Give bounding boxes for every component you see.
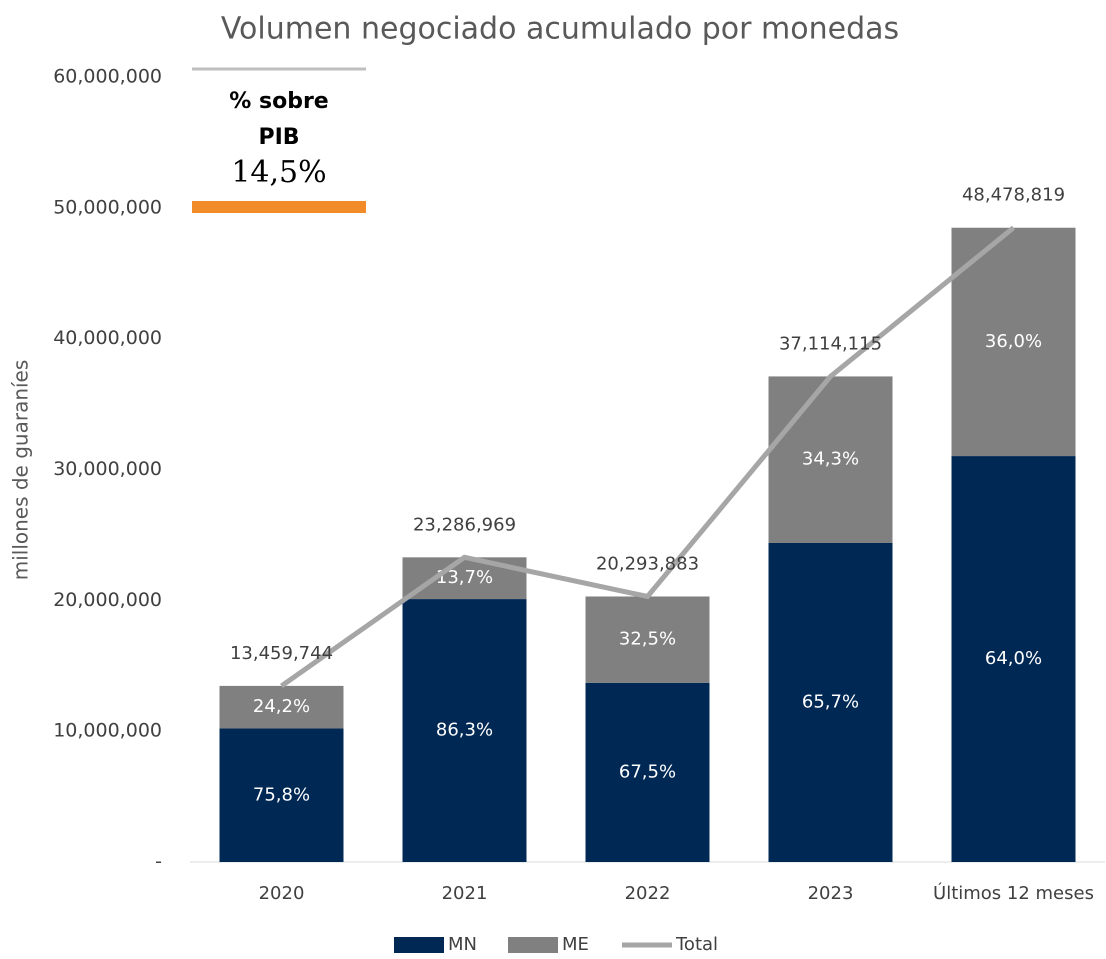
bar-segment — [219, 728, 344, 862]
legend-label: ME — [562, 934, 589, 955]
legend-label: Total — [675, 934, 718, 955]
segment-label: 34,3% — [802, 449, 859, 470]
annotation-bar — [192, 201, 366, 213]
y-tick-label: 50,000,000 — [53, 196, 162, 218]
annotation-value: 14,5% — [231, 155, 326, 190]
bar-segment — [768, 542, 893, 862]
bar-segment — [951, 456, 1076, 862]
bar-segment — [402, 599, 527, 862]
x-tick-label: 2021 — [442, 883, 488, 904]
segment-label: 24,2% — [253, 696, 310, 717]
y-tick-label: 60,000,000 — [53, 66, 162, 88]
segment-label: 32,5% — [619, 629, 676, 650]
bar-segment — [585, 596, 710, 683]
legend-swatch — [508, 937, 558, 953]
segment-label: 64,0% — [985, 648, 1042, 669]
total-label: 48,478,819 — [962, 185, 1065, 206]
segment-label: 86,3% — [436, 720, 493, 741]
bar-segment — [768, 376, 893, 543]
y-tick-label: - — [155, 851, 162, 873]
x-tick-label: 2022 — [625, 883, 671, 904]
segment-label: 36,0% — [985, 331, 1042, 352]
bar-segment — [951, 227, 1076, 457]
y-tick-label: 40,000,000 — [53, 327, 162, 349]
bar-segment — [585, 682, 710, 862]
total-label: 13,459,744 — [230, 643, 333, 664]
x-tick-label: Últimos 12 meses — [933, 882, 1094, 904]
total-label: 20,293,883 — [596, 553, 699, 574]
x-tick-label: 2020 — [259, 883, 305, 904]
x-tick-label: 2023 — [808, 883, 854, 904]
y-tick-label: 30,000,000 — [53, 458, 162, 480]
segment-label: 65,7% — [802, 691, 859, 712]
chart-title: Volumen negociado acumulado por monedas — [221, 12, 899, 47]
total-label: 23,286,969 — [413, 514, 516, 535]
y-tick-label: 20,000,000 — [53, 589, 162, 611]
segment-label: 75,8% — [253, 784, 310, 805]
y-tick-label: 10,000,000 — [53, 720, 162, 742]
total-label: 37,114,115 — [779, 333, 882, 354]
legend-label: MN — [448, 934, 477, 955]
segment-label: 67,5% — [619, 761, 676, 782]
y-axis-label: millones de guaraníes — [9, 360, 33, 581]
annotation-title: % sobre PIB — [229, 89, 328, 150]
bar-segment — [219, 685, 344, 729]
total-line — [280, 225, 1016, 688]
segment-label: 13,7% — [436, 567, 493, 588]
legend-swatch — [394, 937, 444, 953]
